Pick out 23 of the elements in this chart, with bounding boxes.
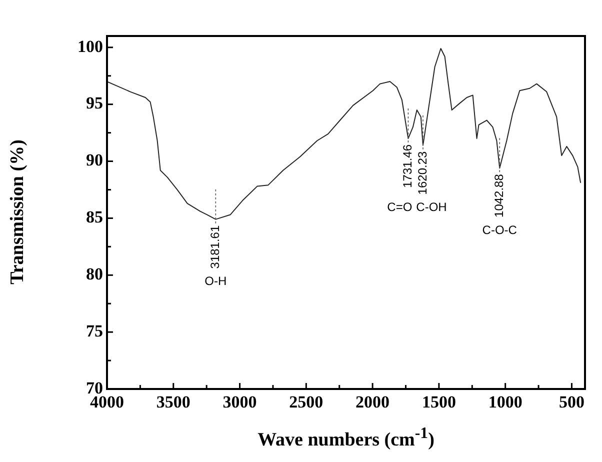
annotation: C-O-C	[482, 222, 518, 237]
x-tick-label: 3000	[222, 392, 257, 412]
x-tick-label: 2000	[356, 392, 390, 412]
x-tick-label: 3500	[156, 392, 190, 412]
y-axis-title: Transmission (%)	[6, 138, 29, 286]
x-axis-title: Wave numbers (cm$^{-1}$)	[256, 425, 436, 452]
annotation: 1731.46	[400, 144, 415, 188]
x-tick-label: 1500	[422, 392, 456, 412]
annotation: 1620.23	[415, 151, 430, 195]
annotation: 1042.88	[492, 174, 506, 218]
y-tick-label: 90	[86, 150, 103, 170]
y-tick-label: 100	[78, 36, 103, 56]
y-tick-label: 95	[86, 94, 103, 113]
x-tick-label: 500	[558, 392, 584, 412]
y-tick-label: 75	[86, 321, 103, 340]
annotation: O-H	[204, 274, 227, 288]
x-tick-label: 2500	[289, 392, 324, 412]
y-tick-label: 85	[86, 208, 103, 227]
y-tick-label: 80	[86, 264, 103, 284]
annotation: C-OH	[416, 200, 447, 214]
annotation: 3181.61	[208, 225, 222, 269]
x-tick-label: 1000	[488, 392, 522, 412]
annotation: C=O	[387, 200, 412, 214]
